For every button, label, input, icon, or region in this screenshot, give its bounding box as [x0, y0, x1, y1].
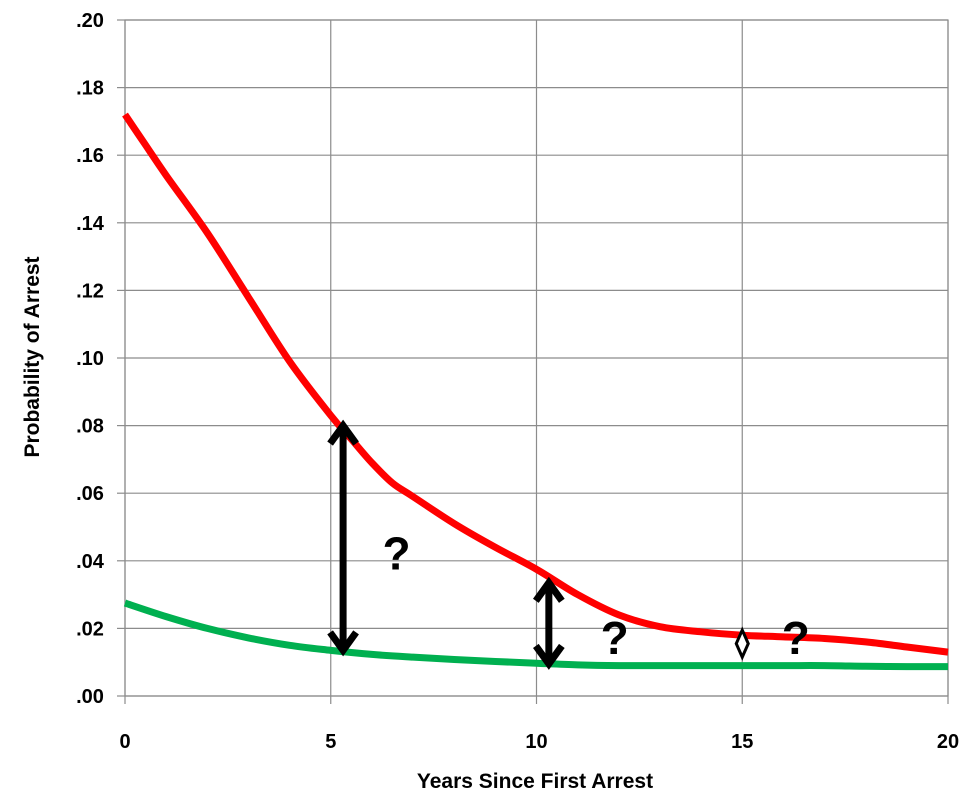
y-tick-label: .08 [76, 416, 104, 438]
x-tick-label: 5 [325, 731, 336, 753]
double-arrow [734, 626, 750, 661]
double-arrow [533, 576, 565, 670]
arrow-head-down [327, 630, 359, 657]
x-tick-label: 10 [525, 731, 547, 753]
x-tick-label: 0 [119, 731, 130, 753]
y-tick-label: .04 [76, 551, 105, 573]
y-tick-label: .02 [76, 618, 104, 640]
y-tick-label: .14 [76, 213, 105, 235]
question-mark: ? [601, 612, 629, 664]
y-tick-label: .12 [76, 280, 104, 302]
x-tick-labels: 0 5 10 15 20 [119, 731, 959, 753]
y-tick-label: .20 [76, 10, 104, 32]
y-tick-label: .18 [76, 78, 104, 100]
series-group [122, 112, 949, 671]
x-axis-label: Years Since First Arrest [417, 770, 653, 793]
y-tick-label: .06 [76, 483, 104, 505]
double-arrow [327, 419, 359, 657]
small-double-arrow [734, 626, 750, 661]
arrow-head-up [533, 576, 565, 603]
arrow-head-down [533, 643, 565, 670]
x-tick-label: 20 [937, 731, 959, 753]
y-tick-label: .10 [76, 348, 104, 370]
series-line-green [123, 599, 949, 671]
question-mark: ? [383, 527, 411, 579]
y-tick-label: .00 [76, 686, 104, 708]
y-tick-label: .16 [76, 145, 104, 167]
series-line-red [122, 112, 949, 656]
grid [117, 19, 949, 704]
arrow-head-up [327, 419, 359, 446]
annotations: ??? [327, 419, 810, 670]
question-mark: ? [782, 612, 810, 664]
y-tick-labels: .00 .02 .04 .06 .08 .10 .12 .14 .16 .18 .20 [76, 10, 105, 708]
x-tick-label: 15 [731, 731, 753, 753]
y-axis-label: Probability of Arrest [21, 256, 44, 457]
